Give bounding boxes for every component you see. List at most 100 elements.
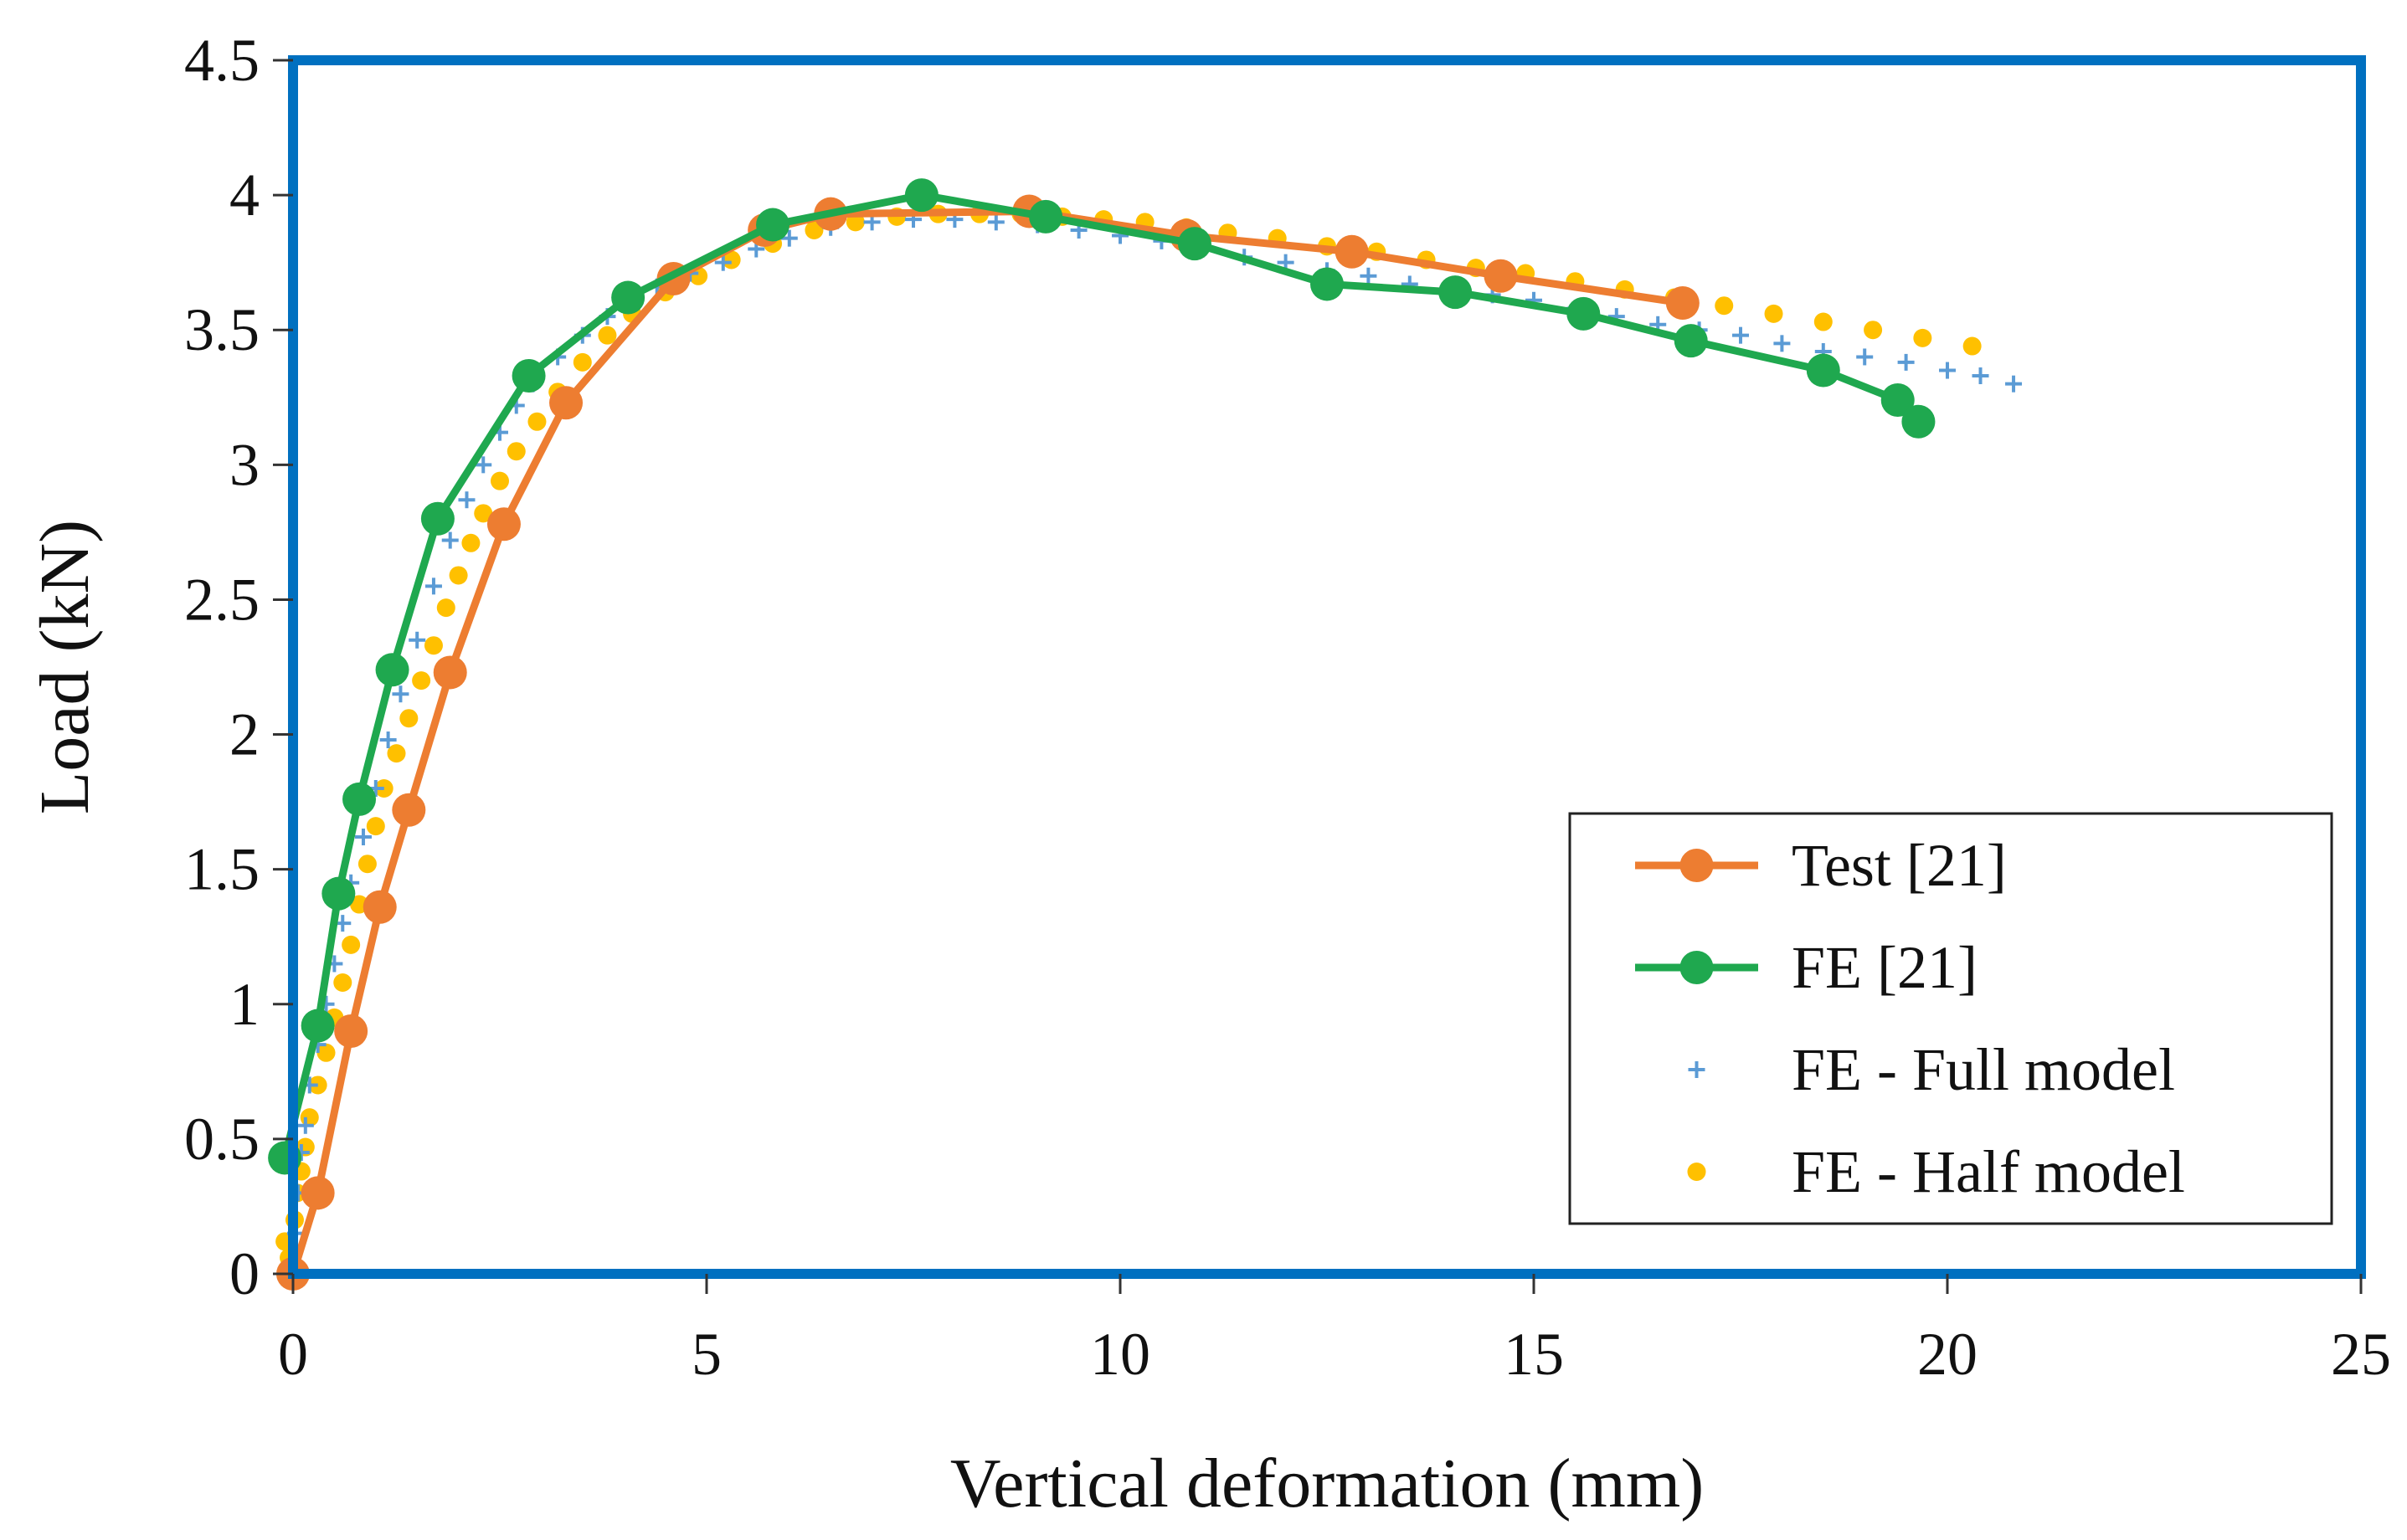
series-line-test-21	[289, 207, 1684, 1276]
x-tick-label: 15	[1504, 1321, 1564, 1388]
data-point-test-21	[334, 1014, 368, 1048]
data-point-fe-full-model	[475, 456, 492, 474]
data-point-fe-full-model	[424, 578, 442, 595]
legend-swatch-marker	[1679, 951, 1714, 984]
data-point-fe-half-model	[412, 671, 431, 690]
data-point-fe-full-model	[1773, 335, 1791, 352]
data-point-fe-half-model	[527, 412, 547, 431]
x-tick-label: 0	[278, 1321, 308, 1388]
data-point-fe-21	[1177, 227, 1211, 261]
data-point-fe-full-model	[714, 254, 732, 271]
data-point-fe-half-model	[436, 598, 455, 618]
data-point-fe-full-model	[1732, 326, 1749, 344]
data-point-fe-full-model	[409, 631, 426, 649]
data-point-fe-half-model	[507, 442, 526, 461]
data-point-fe-half-model	[1913, 328, 1932, 347]
legend-item-fe-full-model: FE - Full model	[1688, 1036, 2175, 1103]
data-point-fe-full-model	[1360, 267, 1377, 285]
data-point-test-21	[301, 1176, 335, 1210]
data-point-fe-full-model	[987, 213, 1005, 231]
data-point-test-21	[1665, 286, 1700, 320]
y-tick-label: 4	[229, 162, 260, 228]
x-tick-label: 25	[2331, 1321, 2391, 1388]
data-point-fe-21	[375, 653, 409, 687]
data-point-fe-21	[1029, 199, 1063, 234]
data-point-fe-half-model	[598, 326, 617, 345]
legend-swatch-marker	[1687, 1163, 1706, 1181]
data-point-fe-half-model	[399, 709, 419, 728]
data-point-fe-21	[321, 876, 356, 911]
legend-label: Test [21]	[1792, 832, 2007, 899]
data-point-test-21	[1335, 234, 1369, 269]
x-tick-label: 10	[1090, 1321, 1150, 1388]
data-point-fe-half-model	[342, 935, 361, 954]
data-point-fe-full-model	[1972, 367, 1989, 384]
legend-item-fe-half-model: FE - Half model	[1687, 1138, 2185, 1205]
data-point-fe-21	[420, 501, 455, 536]
legend-label: FE [21]	[1792, 934, 1978, 1001]
data-point-test-21	[1484, 259, 1518, 293]
data-point-test-21	[363, 890, 397, 924]
y-tick-label: 0	[229, 1240, 260, 1307]
data-point-fe-half-model	[491, 471, 509, 490]
data-point-fe-21	[756, 208, 790, 242]
data-point-fe-half-model	[573, 352, 592, 372]
data-point-fe-21	[1310, 267, 1344, 301]
x-axis-title: Vertical deformation (mm)	[950, 1445, 1704, 1522]
x-tick-label: 20	[1917, 1321, 1978, 1388]
y-tick-label: 2	[229, 701, 260, 768]
data-point-fe-half-model	[461, 533, 481, 552]
legend-label: FE - Half model	[1792, 1138, 2185, 1205]
data-point-fe-full-model	[296, 1116, 314, 1134]
legend: Test [21] FE [21] FE - Full model FE - Half…	[1568, 812, 2333, 1225]
data-point-test-21	[392, 793, 426, 827]
data-point-fe-full-model	[354, 829, 372, 845]
y-tick-label: 4.5	[184, 27, 260, 94]
legend-item-fe-21: FE [21]	[1635, 934, 1978, 1001]
data-point-fe-full-model	[1939, 362, 1956, 379]
data-point-fe-21	[904, 178, 939, 213]
data-point-fe-half-model	[474, 504, 493, 523]
legend-swatch-marker	[1688, 1061, 1705, 1078]
data-point-fe-half-model	[424, 636, 443, 655]
data-point-fe-half-model	[387, 744, 406, 763]
data-point-fe-half-model	[449, 566, 468, 585]
data-point-fe-full-model	[1856, 348, 1874, 366]
data-point-fe-full-model	[2005, 375, 2023, 393]
data-point-fe-full-model	[392, 685, 409, 703]
data-point-fe-21	[1880, 383, 1915, 417]
data-point-fe-half-model	[1715, 296, 1734, 316]
axes-layer: 0 0.5 1 1.5 2 2.5 3 3.5 4 4.5 0 5 10 15 20 25	[184, 27, 2391, 1388]
data-point-fe-full-model	[1897, 353, 1915, 371]
y-tick-label: 0.5	[184, 1106, 260, 1173]
data-point-fe-21	[1901, 404, 1936, 439]
y-tick-label: 3.5	[184, 296, 260, 363]
data-point-test-21	[486, 507, 521, 542]
y-tick-label: 1	[229, 971, 260, 1038]
y-tick-label: 1.5	[184, 836, 260, 903]
data-point-fe-half-model	[1813, 312, 1833, 331]
data-point-test-21	[433, 655, 467, 690]
data-point-test-21	[549, 386, 584, 420]
data-point-fe-21	[342, 782, 377, 816]
data-point-fe-half-model	[366, 817, 385, 836]
data-point-fe-21	[301, 1009, 335, 1043]
x-tick-label: 5	[692, 1321, 722, 1388]
data-point-fe-full-model	[780, 229, 798, 247]
data-point-fe-21	[611, 280, 645, 315]
data-point-fe-21	[1438, 275, 1473, 310]
y-tick-label: 2.5	[184, 566, 260, 633]
data-point-fe-half-model	[357, 855, 377, 874]
data-point-fe-full-model	[379, 732, 397, 748]
series-fe-21	[268, 178, 1936, 1175]
data-point-fe-half-model	[1864, 321, 1883, 340]
data-point-fe-21	[1806, 353, 1840, 388]
y-tick-label: 3	[229, 431, 260, 498]
data-point-fe-21	[1674, 324, 1708, 358]
series-layer	[268, 178, 2023, 1291]
legend-item-test-21: Test [21]	[1635, 832, 2007, 899]
legend-label: FE - Full model	[1792, 1036, 2175, 1103]
legend-swatch-marker	[1679, 849, 1714, 882]
data-point-fe-half-model	[1962, 336, 1982, 356]
